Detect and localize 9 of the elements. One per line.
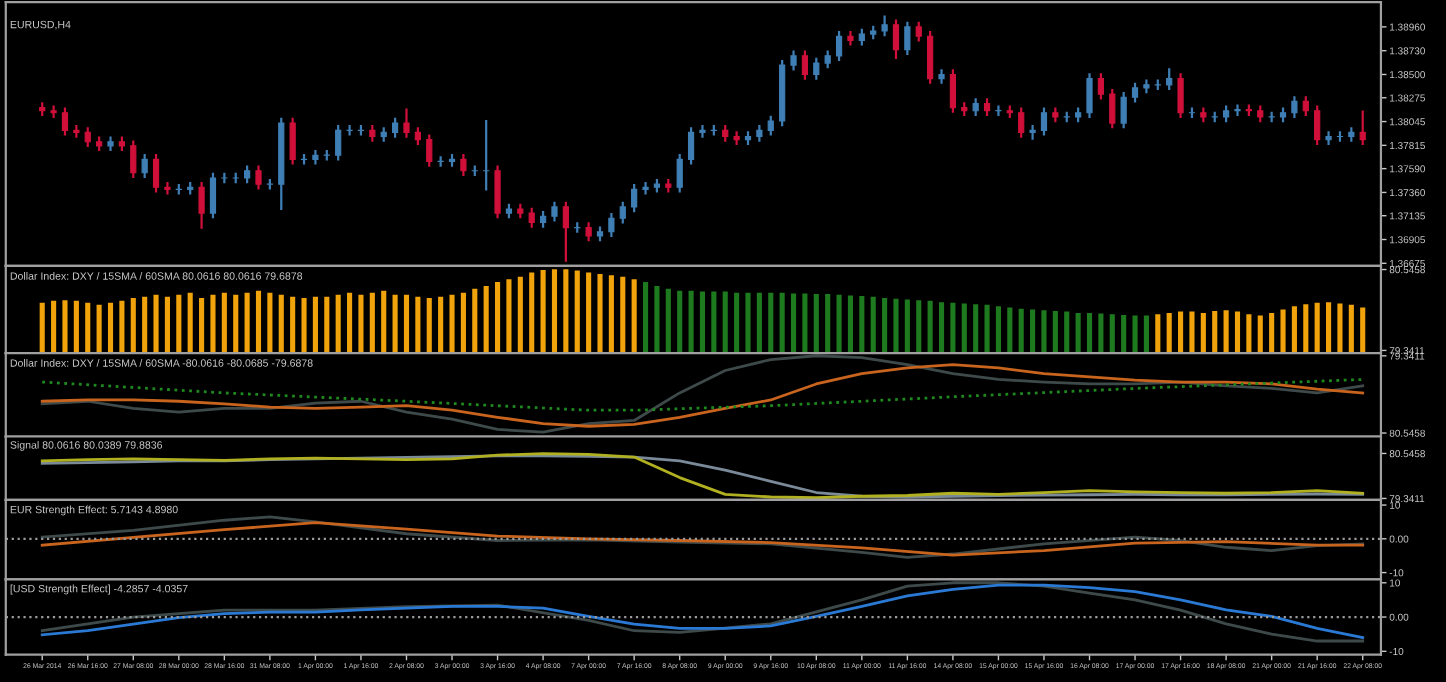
candlestick [266, 178, 274, 190]
candlestick [232, 172, 239, 184]
candlestick [1200, 107, 1207, 123]
candlestick [1211, 111, 1218, 123]
candlestick [1063, 111, 1070, 123]
candlestick [1052, 107, 1059, 123]
candlestick [1268, 111, 1275, 123]
candlestick [221, 172, 228, 184]
candlestick [517, 203, 524, 219]
